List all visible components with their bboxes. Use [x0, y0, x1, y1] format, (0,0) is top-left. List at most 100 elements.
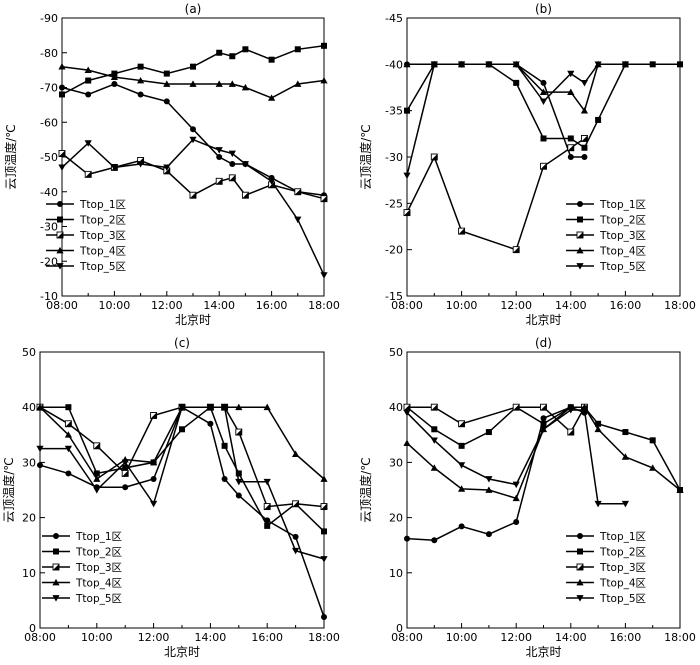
chart-panel-4: 08:00 10:00 12:00 14:00 16:00 18:00 0 10 20 30 40 5… [358, 336, 696, 659]
data-point-p1-s3-11-fill [294, 188, 301, 195]
data-point-p3-s3-10 [263, 503, 271, 511]
series-line-5 [406, 63, 626, 176]
data-point-p2-s13-1 [576, 246, 584, 254]
data-point-p2-s5-1 [403, 172, 411, 180]
data-point-p1-s2-9 [242, 46, 249, 53]
series-line-1 [407, 63, 585, 158]
data-point-p1-s3-6-fill [190, 192, 196, 199]
y-tick-label: -90 [40, 12, 58, 25]
data-point-p2-s5-5 [512, 61, 520, 68]
data-point-p3-s1-4 [122, 484, 129, 491]
data-point-p1-s2-4 [137, 63, 144, 70]
legend: Ttop_1区 Ttop_2区 Ttop_3区 Ttop_4区 Ttop_5区 [566, 531, 646, 605]
data-point-p3-s1-5 [150, 475, 157, 482]
data-point-p4-s2-2 [431, 426, 438, 433]
data-point-p4-s5-3 [458, 462, 466, 469]
x-tick-label: 08:00 [391, 631, 423, 644]
data-point-p4-s2-11 [649, 437, 656, 444]
data-point-p1-s3-7 [215, 177, 223, 185]
y-tick-label: 10 [22, 567, 36, 580]
y-tick-label: 40 [22, 401, 36, 414]
legend: Ttop_1区 Ttop_2区 Ttop_3区 Ttop_4区 Ttop_5区 [46, 199, 126, 273]
series-line-2 [406, 406, 681, 491]
data-point-p1-s1-3 [111, 81, 118, 88]
panel-label: (d) [535, 336, 552, 350]
data-point-p1-s5-5 [163, 164, 171, 172]
data-point-p3-s2-4 [122, 464, 129, 471]
data-point-p4-s12-1-fill [577, 564, 583, 570]
x-tick-label: 14:00 [195, 631, 227, 644]
legend-label: Ttop_2区 [79, 215, 126, 227]
data-point-p3-s3-9 [235, 428, 243, 436]
data-point-p1-s2-2 [85, 77, 92, 84]
data-point-p2-s3-4 [512, 246, 520, 254]
x-tick-label: 14:00 [203, 299, 235, 312]
y-axis-label: 云顶温度/℃ [358, 124, 373, 190]
data-point-p1-s3-9 [241, 191, 249, 199]
data-point-p2-s3-6-fill [567, 144, 574, 151]
data-point-p3-s4-12 [320, 475, 328, 482]
data-point-p3-s1-2 [65, 470, 72, 477]
data-point-p3-s2-3 [93, 470, 100, 477]
series-line-3 [61, 152, 325, 200]
data-point-p4-s3-2-fill [431, 404, 438, 411]
data-point-p3-s1-8 [221, 475, 228, 482]
y-tick-label: -45 [385, 12, 403, 25]
data-point-p2-s12-1 [576, 231, 584, 239]
data-point-p3-s11-1 [53, 548, 59, 555]
data-point-p3-s5-8 [221, 404, 229, 411]
data-point-p1-s5-7 [215, 147, 223, 154]
x-axis-label: 北京时 [525, 313, 561, 327]
data-point-p1-s5-1 [58, 164, 66, 172]
y-tick-label: -25 [385, 197, 403, 210]
x-tick-label: 18:00 [308, 631, 340, 644]
data-point-p2-s2-11 [649, 61, 656, 68]
data-point-p1-s1-1 [59, 84, 65, 91]
data-point-p1-s3-2 [84, 170, 92, 178]
data-point-p4-s4-5 [512, 494, 520, 502]
x-axis-label: 北京时 [164, 645, 200, 659]
data-point-p3-s5-9 [235, 478, 243, 486]
x-tick-label: 18:00 [664, 299, 696, 312]
data-point-p2-s3-5 [540, 162, 547, 170]
data-point-p2-s2-9 [595, 116, 602, 123]
series-line-5 [40, 406, 325, 560]
x-tick-label: 10:00 [81, 631, 113, 644]
data-point-p2-s3-6 [567, 144, 575, 152]
legend-label: Ttop_1区 [599, 199, 646, 211]
data-point-p3-s5-4 [121, 459, 129, 466]
y-tick-label: 0 [29, 622, 36, 635]
data-point-p1-s3-1 [58, 150, 66, 157]
data-point-p1-s4-12 [320, 76, 328, 84]
data-point-p1-s2-12 [321, 42, 327, 49]
data-point-p3-s4-11 [292, 450, 300, 457]
legend-label: Ttop_3区 [599, 230, 646, 242]
data-point-p2-s3-5-fill [540, 163, 547, 170]
data-point-p3-s5-6 [178, 404, 186, 411]
data-point-p1-s1-8 [229, 160, 236, 167]
legend-label: Ttop_4区 [79, 246, 126, 258]
data-point-p1-s2-6 [190, 63, 196, 70]
data-point-p4-s10-1 [577, 533, 583, 539]
data-point-p4-s3-2 [430, 403, 438, 411]
data-point-p1-s2-7 [216, 49, 223, 56]
data-point-p2-s5-9 [594, 61, 602, 68]
legend-label: Ttop_5区 [75, 593, 122, 605]
x-tick-label: 10:00 [446, 299, 478, 312]
x-tick-label: 16:00 [610, 299, 642, 312]
data-point-p2-s3-3 [458, 227, 466, 235]
data-point-p1-s4-4 [137, 76, 145, 84]
legend-label: Ttop_5区 [599, 593, 646, 605]
legend-label: Ttop_4区 [75, 578, 122, 590]
y-tick-label: -60 [40, 116, 58, 129]
data-point-p2-s1-8 [581, 154, 588, 160]
data-point-p4-s4-12 [676, 486, 684, 493]
legend-label: Ttop_1区 [79, 199, 126, 211]
data-point-p3-s3-12-fill [321, 503, 327, 510]
data-point-p2-s11-1 [577, 216, 583, 223]
series-line-1 [406, 406, 585, 541]
data-point-p3-s4-3 [93, 475, 101, 482]
data-point-p2-s5-8 [580, 79, 589, 87]
y-axis-label: 云顶温度/℃ [3, 124, 18, 190]
data-point-p4-s2-6 [540, 420, 547, 427]
